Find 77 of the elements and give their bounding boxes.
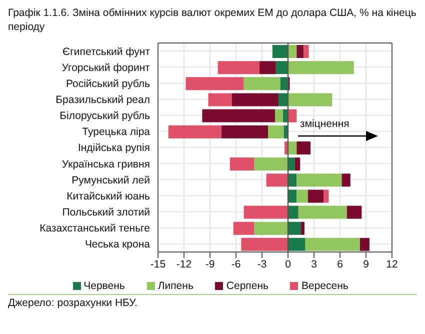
x-tick-label: -15: [150, 258, 166, 270]
bar: [244, 77, 280, 90]
bar: [218, 61, 260, 74]
x-tick-label: -3: [257, 258, 267, 270]
y-tick-label: Китайський юань: [66, 190, 151, 202]
legend-label: Вересень: [301, 280, 348, 292]
bar: [288, 222, 301, 235]
bar: [288, 158, 295, 171]
bar: [296, 190, 308, 203]
y-tick-label: Польський злотий: [62, 206, 150, 219]
bar: [324, 190, 329, 203]
bar: [275, 109, 283, 122]
bar: [221, 125, 268, 138]
y-tick-label: Єгипетський фунт: [62, 46, 150, 58]
x-tick-label: 3: [311, 258, 318, 270]
x-tick-label: 0: [285, 258, 292, 270]
bar: [294, 158, 300, 171]
y-tick-label: Українська гривня: [62, 158, 150, 170]
bar: [280, 77, 288, 90]
bar: [342, 174, 350, 187]
bar: [254, 222, 288, 235]
bar: [288, 109, 297, 122]
text: Джерело: розрахунки НБУ.: [8, 297, 417, 309]
bar: [202, 109, 275, 122]
bar: [288, 238, 306, 251]
bar: [304, 45, 309, 58]
bar: [268, 125, 284, 138]
legend-label: Липень: [158, 280, 194, 292]
bar: [346, 206, 362, 219]
y-tick-label: Бразильський реал: [56, 94, 150, 106]
y-tick-label: Турецька ліра: [82, 126, 150, 138]
y-tick-label: Угорський форинт: [62, 62, 150, 74]
bar: [308, 190, 324, 203]
x-tick-label: 9: [363, 258, 370, 270]
bar: [208, 93, 232, 106]
chart-title: Графік 1.1.6. Зміна обмінних курсів валют окремих ЕМ до долара США, % на кінець періоду: [8, 6, 417, 34]
y-tick-label: Білоруський рубль: [60, 110, 151, 122]
bar: [305, 238, 360, 251]
bar: [276, 61, 288, 74]
bar: [288, 190, 297, 203]
y-tick-label: Російський рубль: [66, 78, 151, 90]
bar: [288, 174, 297, 187]
legend-label: Червень: [84, 280, 125, 292]
bar: [288, 93, 332, 106]
bar: [288, 45, 297, 58]
bar: [232, 93, 278, 106]
bar: [272, 45, 288, 58]
x-tick-label: 6: [337, 258, 344, 270]
bar: [296, 174, 342, 187]
x-tick-label: -9: [205, 258, 215, 270]
bar: [168, 125, 222, 138]
bar: [254, 158, 288, 171]
y-tick-label: Чеська крона: [84, 238, 150, 251]
bar: [288, 61, 354, 74]
x-tick-label: 12: [386, 258, 398, 270]
bar: [296, 45, 304, 58]
y-tick-label: Казахстанський теньге: [40, 222, 150, 235]
bar: [266, 174, 288, 187]
y-tick-label: Румунський лей: [72, 174, 150, 186]
bar: [288, 206, 298, 219]
y-tick-label: Індійська рупія: [78, 142, 150, 154]
bar: [360, 238, 370, 251]
bar: [244, 206, 288, 219]
bar: [259, 61, 276, 74]
bar: [296, 141, 311, 154]
bar: [233, 222, 254, 235]
bar: [301, 222, 304, 235]
bar: [230, 158, 254, 171]
annotation: зміцнення: [300, 118, 350, 130]
bar: [298, 206, 347, 219]
legend-label: Серпень: [226, 280, 268, 292]
bar: [186, 77, 244, 90]
bar: [288, 141, 297, 154]
bar: [278, 93, 288, 106]
x-tick-label: -12: [176, 258, 192, 270]
x-tick-label: -6: [231, 258, 241, 270]
bar: [241, 238, 288, 251]
